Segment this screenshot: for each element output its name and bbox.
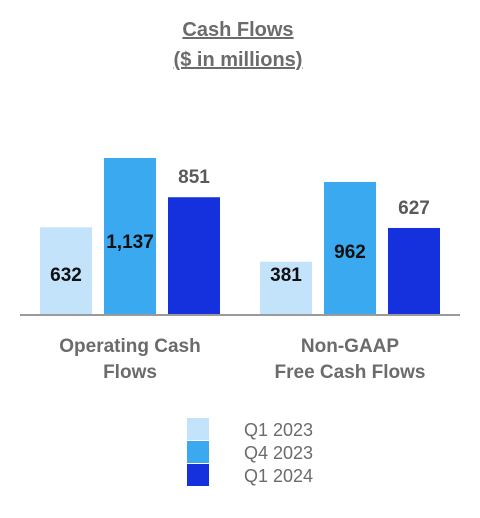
category-label-0-line-0: Operating Cash bbox=[59, 336, 200, 357]
category-label-0-line-1: Flows bbox=[103, 362, 157, 383]
chart-subtitle: ($ in millions) bbox=[174, 49, 303, 71]
value-label-q1-2024-cat-1: 627 bbox=[398, 198, 430, 219]
bar-q4-2023-cat-0 bbox=[104, 158, 156, 314]
value-labels-group: 632 381 1,137 962 851 627 bbox=[50, 167, 430, 286]
bar-q1-2023-cat-0 bbox=[40, 227, 92, 314]
legend-swatch-q4-2023 bbox=[187, 441, 209, 463]
chart-title: Cash Flows bbox=[182, 19, 293, 41]
bars-group bbox=[40, 158, 440, 314]
value-label-q4-2023-cat-1: 962 bbox=[334, 242, 366, 263]
legend: Q1 2023 Q4 2023 Q1 2024 bbox=[187, 418, 313, 486]
legend-label-q1-2024: Q1 2024 bbox=[244, 466, 313, 486]
value-label-q4-2023-cat-0: 1,137 bbox=[106, 232, 154, 253]
bar-q1-2024-cat-0 bbox=[168, 197, 220, 314]
legend-swatch-q1-2024 bbox=[187, 464, 209, 486]
bar-q4-2023-cat-1 bbox=[324, 182, 376, 314]
category-label-1-line-1: Free Cash Flows bbox=[275, 362, 426, 383]
legend-swatch-q1-2023 bbox=[187, 418, 209, 440]
legend-label-q1-2023: Q1 2023 bbox=[244, 420, 313, 440]
legend-label-q4-2023: Q4 2023 bbox=[244, 443, 313, 463]
category-label-1-line-0: Non-GAAP bbox=[301, 336, 399, 357]
bar-q1-2024-cat-1 bbox=[388, 227, 440, 314]
value-label-q1-2024-cat-0: 851 bbox=[178, 167, 210, 188]
bar-q1-2023-cat-1 bbox=[260, 261, 312, 314]
value-label-q1-2023-cat-1: 381 bbox=[270, 265, 302, 286]
category-labels-group: Operating Cash Flows Non-GAAP Free Cash Flo… bbox=[59, 336, 425, 383]
value-label-q1-2023-cat-0: 632 bbox=[50, 265, 82, 286]
